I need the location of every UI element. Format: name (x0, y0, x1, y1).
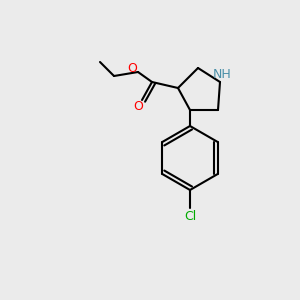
Text: NH: NH (213, 68, 231, 80)
Text: O: O (127, 61, 137, 74)
Text: Cl: Cl (184, 209, 196, 223)
Text: O: O (133, 100, 143, 113)
